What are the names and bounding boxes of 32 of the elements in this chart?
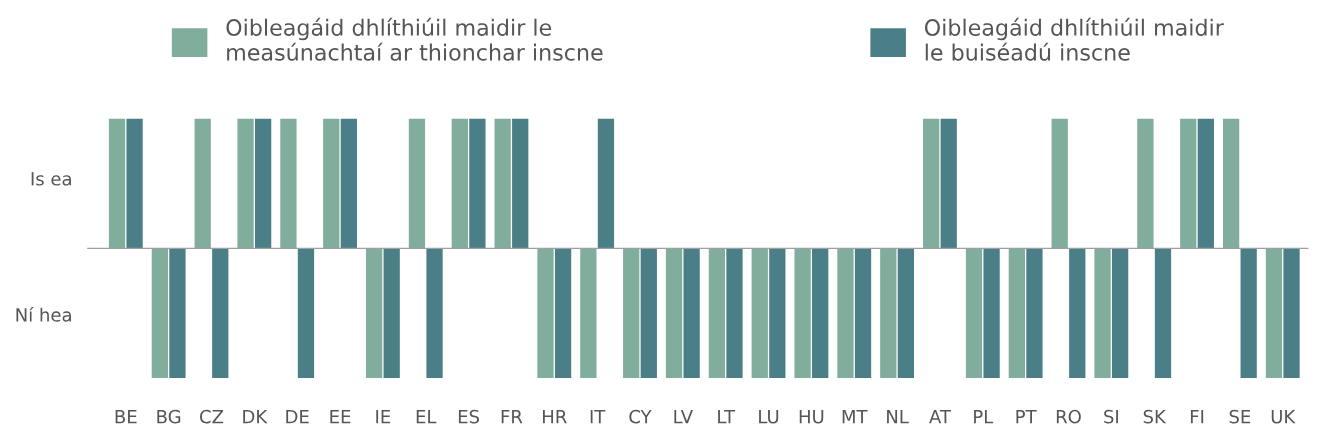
x-tick-label: NL (887, 410, 909, 424)
legend-label: Oibleagáid dhlíthiúil maidir le buiséadú inscne (924, 17, 1224, 61)
x-tick-label: LV (674, 410, 693, 424)
x-tick-label: HR (543, 410, 567, 424)
text: Is ea (31, 172, 71, 186)
x-tick-label: LU (759, 410, 779, 424)
x-tick-label: DE (286, 410, 309, 424)
x-tick-label: UK (1271, 410, 1296, 424)
x-tick-label: BG (157, 409, 181, 424)
x-tick-label: AT (929, 410, 951, 424)
x-tick-label: RO (1056, 409, 1081, 424)
x-tick-label: ES (458, 409, 480, 424)
text: Ní hea (16, 306, 71, 322)
x-tick-label: PL (974, 410, 994, 424)
x-tick-label: MT (842, 410, 868, 424)
x-tick-label: SK (1143, 409, 1167, 424)
x-tick-label: IE (376, 410, 391, 424)
x-tick-label: IT (590, 410, 606, 424)
x-tick-label: LT (718, 410, 736, 424)
x-tick-label: SE (1229, 409, 1251, 424)
x-tick-label: DK (243, 410, 268, 424)
x-tick-label: CY (629, 409, 652, 424)
x-tick-label: EE (330, 410, 351, 424)
x-tick-label: HU (799, 410, 824, 424)
x-tick-label: EL (416, 410, 437, 424)
x-tick-label: BE (115, 410, 137, 424)
x-tick-label: CZ (200, 409, 224, 424)
x-tick-label: SI (1104, 409, 1118, 424)
x-tick-label: PT (1016, 410, 1037, 424)
legend-label: Oibleagáid dhlíthiúil maidir le measúnachtaí ar thionchar inscne (226, 17, 603, 61)
x-tick-label: FR (501, 410, 523, 424)
x-tick-label: FI (1190, 410, 1204, 424)
